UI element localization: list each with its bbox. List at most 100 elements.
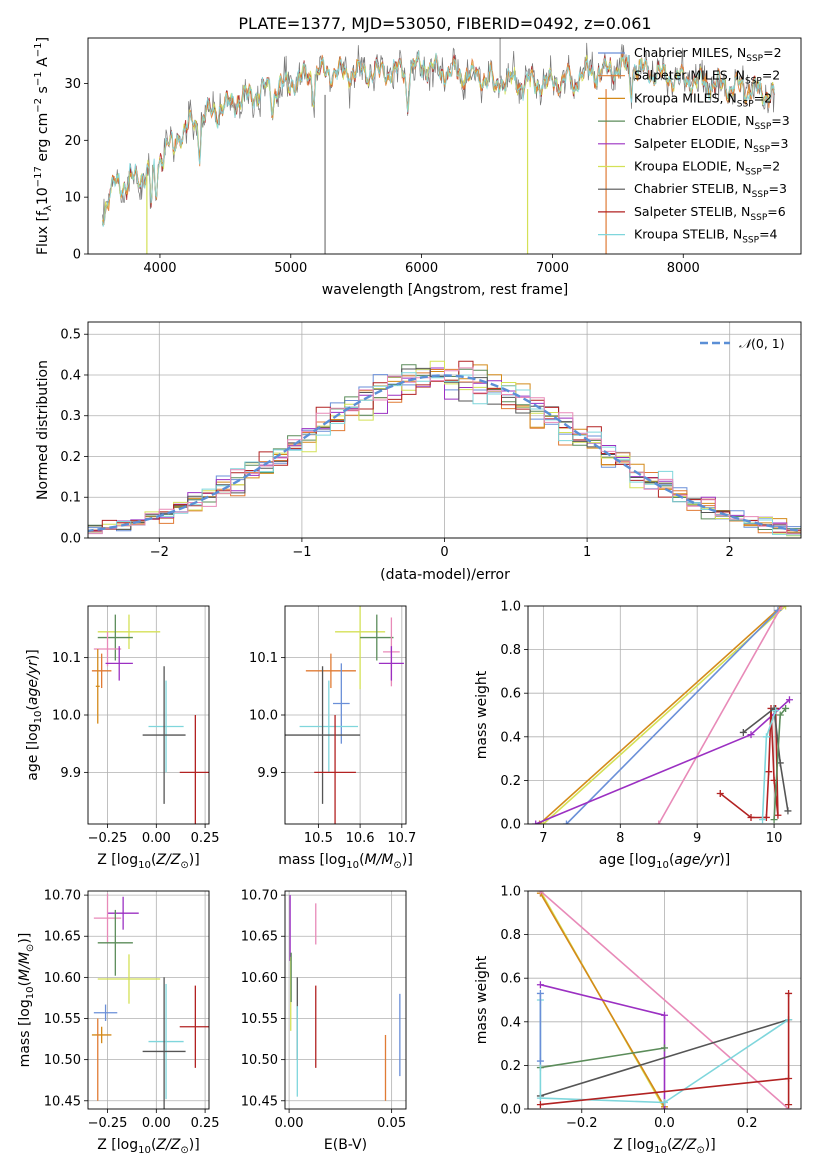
weight-marker — [782, 704, 790, 712]
x-tick-label: −0.25 — [88, 1116, 128, 1131]
y-tick-label: 0.2 — [60, 450, 81, 465]
x-tick-label: 0.05 — [377, 1116, 406, 1131]
figure-title: PLATE=1377, MJD=53050, FIBERID=0492, z=0… — [238, 14, 651, 33]
legend-entry: Kroupa ELODIE, NSSP=2 — [634, 159, 780, 178]
y-tick-label: 10.55 — [44, 1012, 81, 1027]
y-tick-label: 10.55 — [241, 1012, 278, 1027]
weight-marker — [536, 1094, 544, 1102]
x-axis-label: (data-model)/error — [380, 567, 510, 583]
axes-age-vs-Z: −0.25 0.00 0.25 9.9 10.0 10.1 — [52, 605, 220, 846]
legend-entry: Kroupa MILES, NSSP=2 — [634, 90, 772, 109]
y-axis-label: Flux [fλ10−17 erg cm−2 s−1 A−1] — [33, 37, 54, 255]
plot-spectrum — [101, 38, 775, 254]
weight-marker — [532, 820, 540, 824]
x-tick-label: 2 — [726, 545, 734, 560]
weight-marker — [762, 813, 770, 821]
x-tick-label: 8 — [616, 831, 624, 846]
y-tick-label: 0.1 — [60, 491, 81, 506]
x-tick-label: 7 — [539, 831, 547, 846]
plot-weight-vs-Z — [536, 891, 793, 1109]
legend-entry: Salpeter MILES, NSSP=2 — [634, 68, 780, 87]
y-tick-label: 10.1 — [249, 651, 278, 666]
weight-marker — [785, 696, 793, 704]
weight-line — [538, 606, 783, 824]
weight-marker — [536, 891, 544, 895]
x-axis-label: Z [log10(Z/Z⊙)] — [613, 1137, 715, 1156]
legend-entry: Salpeter ELODIE, NSSP=3 — [634, 136, 788, 155]
plot-residuals — [88, 360, 801, 538]
weight-marker — [536, 981, 544, 989]
x-axis-label: E(B-V) — [324, 1137, 367, 1153]
x-tick-label: 0 — [440, 545, 448, 560]
weight-marker — [661, 1044, 668, 1052]
y-axis-label: age [log10(age/yr)] — [25, 649, 44, 780]
weight-marker — [536, 1057, 544, 1065]
weight-marker — [785, 1101, 793, 1109]
axes-spectrum: 4000 5000 6000 7000 8000 0 10 20 30 — [64, 37, 802, 276]
axes-frame — [87, 890, 210, 1110]
weight-marker — [772, 707, 780, 715]
weight-marker — [716, 789, 724, 797]
y-tick-label: 10.1 — [52, 651, 81, 666]
axes-weight-vs-age: 7 8 9 10 0.0 0.2 0.4 0.6 0.8 1.0 — [500, 600, 802, 846]
weight-marker — [782, 606, 790, 610]
y-tick-label: 0.2 — [500, 774, 521, 789]
y-tick-label: 0.0 — [60, 532, 81, 547]
y-tick-label: 10.50 — [241, 1053, 278, 1068]
plot-age-vs-mass — [285, 606, 404, 824]
y-tick-label: 0.3 — [60, 409, 81, 424]
plot-weight-vs-age — [532, 606, 793, 824]
axes-age-vs-mass: 10.5 10.6 10.7 9.9 10.0 10.1 — [249, 605, 416, 846]
y-tick-label: 0.8 — [500, 643, 521, 658]
spectrum-model-line — [101, 50, 775, 227]
x-tick-label: 10.7 — [387, 831, 416, 846]
x-axis-label: mass [log10(M/M⊙)] — [278, 852, 413, 871]
y-tick-label: 0.0 — [500, 818, 521, 833]
legend-entry: Chabrier MILES, NSSP=2 — [634, 45, 782, 64]
y-tick-label: 0.4 — [500, 730, 521, 745]
legend-entry: Salpeter STELIB, NSSP=6 — [634, 204, 786, 223]
x-tick-label: −0.25 — [88, 831, 128, 846]
y-tick-label: 0.8 — [500, 928, 521, 943]
weight-marker — [765, 768, 773, 776]
weight-marker — [739, 728, 747, 736]
y-tick-label: 9.9 — [60, 766, 81, 781]
axes-frame — [284, 890, 407, 1110]
y-tick-label: 10.65 — [44, 930, 81, 945]
y-tick-label: 10.60 — [44, 971, 81, 986]
axes-frame — [284, 605, 407, 825]
y-axis-label: mass weight — [474, 670, 490, 759]
weight-marker — [661, 1105, 668, 1109]
x-tick-label: 8000 — [667, 261, 700, 276]
weight-marker — [655, 820, 663, 824]
axes-frame — [87, 37, 802, 255]
y-tick-label: 10.70 — [241, 889, 278, 904]
y-tick-label: 10.45 — [241, 1094, 278, 1109]
weight-line — [540, 993, 790, 1106]
weight-marker — [784, 807, 792, 815]
weight-marker — [770, 816, 778, 824]
y-tick-label: 20 — [64, 134, 81, 149]
weight-line — [565, 609, 779, 824]
weight-marker — [661, 1098, 668, 1106]
y-tick-label: 0 — [73, 248, 81, 263]
weight-line — [540, 1018, 789, 1097]
y-tick-label: 1.0 — [500, 885, 521, 900]
x-tick-label: −0.2 — [566, 1116, 598, 1131]
plot-age-vs-Z — [91, 614, 209, 824]
weight-marker — [785, 989, 793, 997]
y-axis-label: mass weight — [474, 955, 490, 1044]
weight-marker — [536, 1101, 544, 1109]
weight-line — [540, 1047, 665, 1069]
weight-line — [658, 606, 783, 824]
y-tick-label: 30 — [64, 77, 81, 92]
legend-entry: Kroupa STELIB, NSSP=4 — [634, 227, 778, 246]
y-tick-label: 10.50 — [44, 1053, 81, 1068]
legend-entry: 𝒩(0, 1) — [739, 336, 785, 351]
x-tick-label: 5000 — [274, 261, 307, 276]
x-tick-label: 4000 — [143, 261, 176, 276]
y-tick-label: 10 — [64, 191, 81, 206]
y-axis-label: Normed distribution — [35, 360, 51, 500]
x-tick-label: 6000 — [405, 261, 438, 276]
